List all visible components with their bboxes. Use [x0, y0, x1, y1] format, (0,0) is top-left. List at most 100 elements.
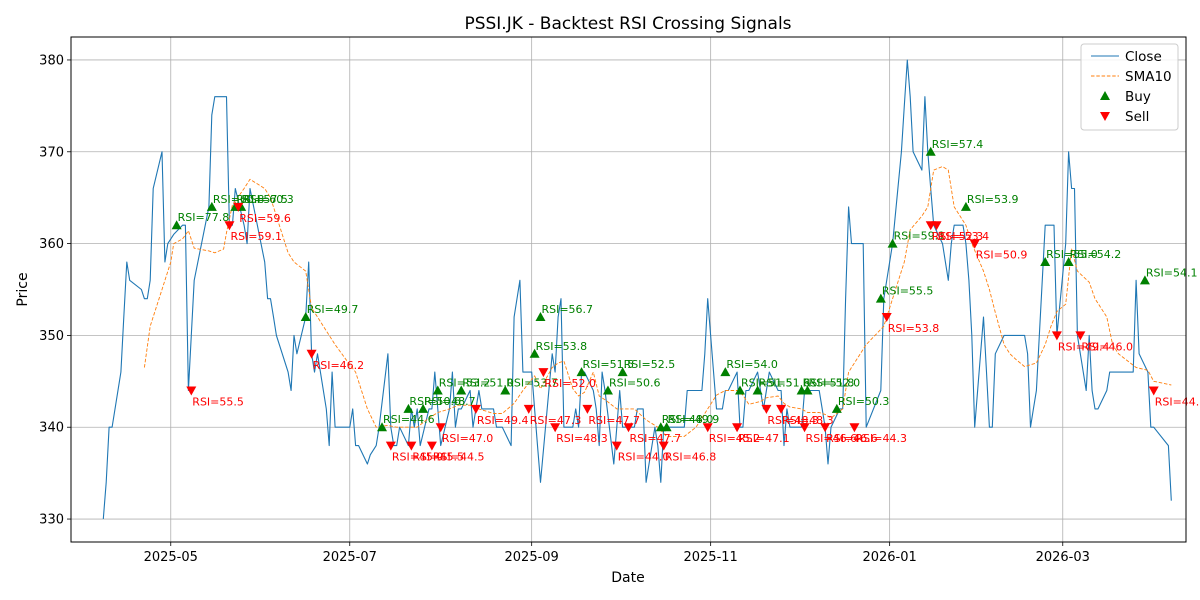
- buy-rsi-label: RSI=56.7: [541, 303, 593, 316]
- buy-rsi-label: RSI=51.5: [741, 377, 793, 390]
- buy-rsi-label: RSI=57.5: [236, 193, 288, 206]
- buy-signal-marker: [617, 367, 628, 377]
- y-axis-label: Price: [15, 272, 31, 306]
- sell-rsi-label: RSI=48.3: [782, 414, 834, 427]
- sell-rsi-label: RSI=45.9: [392, 451, 444, 464]
- sell-rsi-label: RSI=47.0: [442, 432, 494, 445]
- buy-rsi-label: RSI=53.7: [506, 377, 558, 390]
- legend: Close SMA10 Buy Sell: [1080, 43, 1179, 131]
- sell-signal-marker: [776, 404, 787, 414]
- sell-signal-marker: [1148, 386, 1159, 396]
- sell-signal-marker: [732, 423, 743, 433]
- buy-rsi-label: RSI=54.1: [1146, 266, 1198, 279]
- sell-signal-marker: [702, 423, 713, 433]
- sell-rsi-label: RSI=53.4: [938, 230, 990, 243]
- buy-signal-marker: [752, 385, 763, 395]
- sell-rsi-label: RSI=44.0: [618, 451, 670, 464]
- buy-rsi-label: RSI=59.1: [894, 230, 946, 243]
- sell-signal-marker: [385, 441, 396, 451]
- buy-signal-marker: [418, 403, 429, 413]
- sell-signal-marker: [1051, 331, 1062, 341]
- y-tick-label: 330: [39, 513, 64, 528]
- sell-signal-marker: [306, 349, 317, 359]
- buy-signal-marker: [1063, 256, 1074, 266]
- legend-label: Close: [1125, 49, 1162, 65]
- buy-rsi-label: RSI=55.0: [1046, 248, 1098, 261]
- sell-signal-marker: [233, 202, 244, 212]
- sell-signal-marker: [849, 423, 860, 433]
- sell-signal-marker: [186, 386, 197, 396]
- sell-signal-marker: [881, 313, 892, 323]
- legend-sell-swatch: [1100, 112, 1110, 121]
- buy-rsi-label: RSI=51.6: [759, 377, 811, 390]
- buy-rsi-label: RSI=53.9: [967, 193, 1019, 206]
- buy-rsi-label: RSI=77.8: [178, 211, 230, 224]
- buy-rsi-label: RSI=53.2: [439, 377, 491, 390]
- sell-rsi-label: RSI=52.0: [544, 377, 596, 390]
- buy-signal-marker: [432, 385, 443, 395]
- sell-rsi-label: RSI=47.1: [738, 432, 790, 445]
- x-tick-label: 2026-01: [862, 550, 916, 565]
- buy-rsi-label: RSI=51.5: [583, 358, 635, 371]
- buy-signal-marker: [377, 422, 388, 432]
- buy-rsi-label: RSI=50.3: [838, 395, 890, 408]
- x-tick-label: 2025-09: [505, 550, 559, 565]
- sell-rsi-label: RSI=49.4: [477, 414, 529, 427]
- plot-frame: [70, 36, 1187, 543]
- sell-signal-marker: [931, 221, 942, 231]
- sell-signal-marker: [523, 404, 534, 414]
- sell-signal-marker: [969, 239, 980, 249]
- buy-rsi-label: RSI=55.5: [882, 285, 934, 298]
- buy-signal-marker: [403, 403, 414, 413]
- buy-rsi-label: RSI=53.8: [536, 340, 588, 353]
- close-price-line: [102, 59, 1172, 520]
- buy-rsi-label: RSI=51.0: [462, 377, 514, 390]
- sell-rsi-label: RSI=44.5: [433, 451, 485, 464]
- sell-rsi-label: RSI=59.6: [239, 212, 291, 225]
- sell-signal-marker: [550, 423, 561, 433]
- sell-signal-marker: [582, 404, 593, 414]
- buy-signal-marker: [500, 385, 511, 395]
- y-tick-label: 350: [39, 329, 64, 344]
- buy-rsi-label: RSI=48.0: [662, 413, 714, 426]
- buy-signal-marker: [925, 146, 936, 156]
- buy-signal-marker: [887, 238, 898, 248]
- sell-rsi-label: RSI=46.2: [313, 359, 365, 372]
- y-tick-label: 360: [39, 237, 64, 252]
- buy-signal-marker: [171, 220, 182, 230]
- sell-rsi-label: RSI=47.7: [630, 432, 682, 445]
- sell-rsi-label: RSI=44.8: [1155, 396, 1200, 409]
- sell-signal-marker: [470, 404, 481, 414]
- buy-signal-marker: [602, 385, 613, 395]
- sell-rsi-label: RSI=45.5: [412, 451, 464, 464]
- y-tick-label: 340: [39, 421, 64, 436]
- x-tick-label: 2025-05: [144, 550, 198, 565]
- buy-signal-marker: [720, 367, 731, 377]
- sell-signal-marker: [611, 441, 622, 451]
- y-tick-label: 380: [39, 53, 64, 68]
- buy-signal-marker: [960, 201, 971, 211]
- buy-rsi-label: RSI=60.8: [213, 193, 265, 206]
- buy-signal-marker: [831, 403, 842, 413]
- buy-signal-marker: [875, 293, 886, 303]
- buy-signal-marker: [802, 385, 813, 395]
- buy-rsi-label: RSI=49.9: [668, 413, 720, 426]
- sell-rsi-label: RSI=49.4: [1058, 340, 1110, 353]
- sell-rsi-label: RSI=48.3: [767, 414, 819, 427]
- buy-signal-marker: [529, 348, 540, 358]
- buy-signal-marker: [1040, 256, 1051, 266]
- x-tick-label: 2025-07: [323, 550, 377, 565]
- x-tick-label: 2025-11: [683, 550, 737, 565]
- sell-signal-marker: [426, 441, 437, 451]
- buy-rsi-label: RSI=54.2: [1070, 248, 1122, 261]
- sell-rsi-label: RSI=46.6: [826, 432, 878, 445]
- buy-rsi-label: RSI=48.7: [424, 395, 476, 408]
- sell-signal-marker: [406, 441, 417, 451]
- sell-rsi-label: RSI=46.6: [806, 432, 858, 445]
- sell-signal-marker: [224, 221, 235, 231]
- buy-rsi-label: RSI=51.8: [803, 377, 855, 390]
- sell-signal-marker: [658, 441, 669, 451]
- sell-signal-marker: [538, 368, 549, 378]
- buy-rsi-label: RSI=49.7: [307, 303, 359, 316]
